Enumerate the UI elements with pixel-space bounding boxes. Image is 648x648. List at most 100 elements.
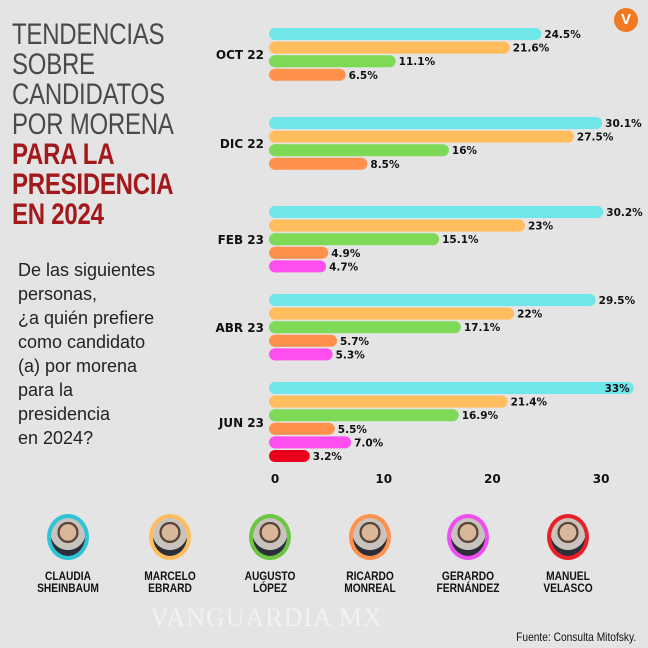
bar-square-edge <box>275 321 281 334</box>
question-line: (a) por morena <box>18 356 138 376</box>
candidate-first-name: AUGUSTO <box>244 569 296 583</box>
bar-square-edge <box>275 68 281 81</box>
data-label: 5.7% <box>340 336 370 348</box>
bar-square-edge <box>275 294 281 306</box>
bar <box>269 55 396 68</box>
question-line: De las siguientes <box>18 260 156 280</box>
title-line-highlight: PRESIDENCIA <box>12 168 174 201</box>
bar-square-edge <box>275 382 281 394</box>
candidate-last-name: EBRARD <box>148 581 192 595</box>
data-label: 4.9% <box>331 248 361 260</box>
bar-square-edge <box>275 219 281 232</box>
bar-square-edge <box>275 422 281 435</box>
bar-square-edge <box>275 55 281 68</box>
bar <box>269 294 596 306</box>
question-line: en 2024? <box>18 428 94 448</box>
source-note: Fuente: Consulta Mitofsky. <box>516 630 636 644</box>
bar <box>269 28 542 40</box>
data-label: 33% <box>605 383 631 395</box>
survey-question: De las siguientes personas, ¿a quién pre… <box>18 258 218 450</box>
data-label: 21.6% <box>513 43 550 55</box>
title-line-highlight: EN 2024 <box>12 198 104 231</box>
bar <box>269 157 368 170</box>
data-label: 5.3% <box>336 349 366 361</box>
bar <box>269 409 459 422</box>
candidate-last-name: MONREAL <box>344 581 396 595</box>
data-label: 7.0% <box>354 437 384 449</box>
data-label: 29.5% <box>599 295 636 307</box>
data-label: 17.1% <box>464 322 501 334</box>
data-label: 4.7% <box>329 261 359 273</box>
candidate-photo <box>349 514 391 560</box>
data-label: 16.9% <box>462 410 499 422</box>
data-label: 15.1% <box>442 234 479 246</box>
candidate-last-name: VELASCO <box>543 581 593 595</box>
bar-square-edge <box>275 307 281 320</box>
question-line: como candidato <box>18 332 146 352</box>
title-line-highlight: PARA LA <box>12 138 115 171</box>
bar <box>269 307 515 320</box>
bar <box>269 144 449 157</box>
candidate-card: RICARDO MONREAL <box>320 514 420 594</box>
watermark: VANGUARDIA MX <box>150 603 383 632</box>
candidate-photo <box>547 514 589 560</box>
bar <box>269 219 526 232</box>
bar <box>269 117 603 129</box>
category-label: ABR 23 <box>215 321 264 335</box>
x-tick-label: 10 <box>375 472 392 486</box>
candidate-first-name: GERARDO <box>441 569 495 583</box>
data-label: 5.5% <box>338 424 368 436</box>
data-label: 22% <box>517 309 543 321</box>
bar-square-edge <box>275 233 281 246</box>
page-title: TENDENCIAS SOBRE CANDIDATOS POR MORENA P… <box>12 20 232 230</box>
bar <box>269 260 327 273</box>
candidate-photo <box>47 514 89 560</box>
category-label: JUN 23 <box>218 416 264 430</box>
data-label: 11.1% <box>399 56 436 68</box>
category-label: FEB 23 <box>218 233 264 247</box>
category-label: OCT 22 <box>216 48 264 62</box>
candidate-first-name: RICARDO <box>346 569 394 583</box>
question-line: personas, <box>18 284 98 304</box>
bar-square-edge <box>275 450 281 462</box>
x-tick-label: 30 <box>593 472 610 486</box>
bar <box>269 395 508 408</box>
bar-square-edge <box>275 144 281 157</box>
candidate-card: AUGUSTO LÓPEZ <box>220 514 320 594</box>
bar-square-edge <box>275 436 281 449</box>
bar <box>269 422 335 435</box>
title-line: POR MORENA <box>12 108 174 141</box>
question-line: ¿a quién prefiere <box>18 308 155 328</box>
bar <box>269 130 574 143</box>
bar-chart: OCT 22 24.5% 21.6% 11.1% 6.5% DIC 22 30.1% 27.5… <box>215 28 643 486</box>
bar-square-edge <box>275 41 281 54</box>
bar-square-edge <box>275 28 281 40</box>
candidate-card: CLAUDIA SHEINBAUM <box>18 514 118 594</box>
bar-square-edge <box>275 117 281 129</box>
title-line: SOBRE <box>12 48 95 81</box>
bar-square-edge <box>275 395 281 408</box>
bar <box>269 348 333 361</box>
title-line: CANDIDATOS <box>12 78 165 111</box>
candidate-photo <box>447 514 489 560</box>
candidate-last-name: LÓPEZ <box>252 581 287 595</box>
bar <box>269 321 461 334</box>
bar-square-edge <box>275 260 281 273</box>
data-label: 30.1% <box>605 118 642 130</box>
candidate-first-name: MANUEL <box>546 569 590 583</box>
category-label: DIC 22 <box>220 137 264 151</box>
candidate-card: GERARDO FERNÁNDEZ <box>418 514 518 594</box>
data-label: 6.5% <box>349 70 379 82</box>
bar-square-edge <box>275 130 281 143</box>
candidate-photo <box>149 514 191 560</box>
bar-square-edge <box>275 334 281 347</box>
bar <box>269 382 634 394</box>
bar-square-edge <box>275 348 281 361</box>
data-label: 16% <box>452 145 478 157</box>
x-tick-label: 20 <box>484 472 501 486</box>
vanguardia-logo: V <box>614 8 638 32</box>
bar <box>269 334 337 347</box>
candidate-first-name: CLAUDIA <box>45 569 91 583</box>
question-line: para la <box>18 380 74 400</box>
bar-square-edge <box>275 206 281 218</box>
